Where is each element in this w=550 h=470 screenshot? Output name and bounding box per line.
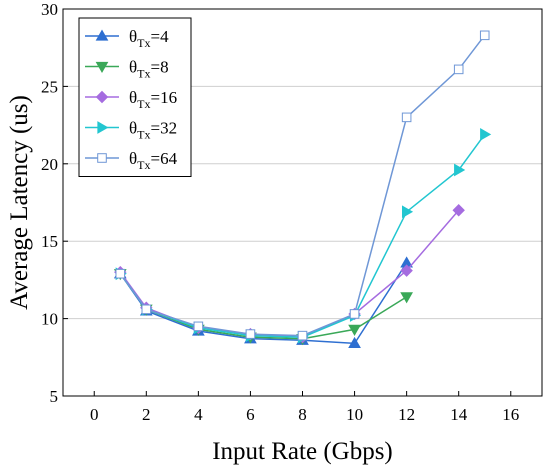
x-tick-label: 2 <box>142 405 151 424</box>
legend-value: =32 <box>151 119 178 138</box>
x-tick-label: 16 <box>502 405 519 424</box>
y-tick-label: 20 <box>41 155 58 174</box>
series-line-4 <box>119 262 408 345</box>
data-point-64 <box>453 64 464 75</box>
data-point-32 <box>402 205 414 219</box>
x-tick-label: 0 <box>90 405 99 424</box>
y-tick-label: 30 <box>41 0 58 19</box>
legend-subscript: Tx <box>137 128 150 142</box>
series-layer <box>113 30 492 348</box>
legend-label-64: θTx=64 <box>129 149 178 172</box>
data-point-64 <box>349 309 360 319</box>
legend-label-4: θTx=4 <box>129 27 169 50</box>
data-point-64 <box>479 30 490 41</box>
x-axis-label: Input Rate (Gbps) <box>212 438 393 465</box>
legend-subscript: Tx <box>137 36 150 50</box>
data-point-32 <box>454 163 466 177</box>
legend-symbol: θ <box>129 149 137 168</box>
data-point-8 <box>348 324 361 336</box>
legend-label-16: θTx=16 <box>129 88 177 111</box>
legend-subscript: Tx <box>137 158 150 172</box>
data-point-4 <box>348 336 361 348</box>
data-point-64 <box>141 304 152 315</box>
data-point-64 <box>297 330 308 341</box>
series-8 <box>113 269 413 346</box>
legend-symbol: θ <box>129 119 137 138</box>
legend-marker-4 <box>95 29 109 41</box>
data-point-64 <box>401 112 412 123</box>
data-point-32 <box>480 128 492 141</box>
x-tick-label: 12 <box>398 405 415 424</box>
data-point-8 <box>400 292 413 304</box>
legend-label-32: θTx=32 <box>129 119 177 142</box>
legend-symbol: θ <box>129 58 137 77</box>
legend-marker-16 <box>95 90 109 104</box>
legend-label-8: θTx=8 <box>129 58 169 81</box>
x-tick-label: 10 <box>346 405 363 424</box>
data-point-64 <box>115 268 126 279</box>
legend-value: =16 <box>151 88 178 107</box>
data-point-16 <box>400 264 413 277</box>
legend-marker-64 <box>97 153 107 163</box>
axis-ticks: 5 10 15 20 25 30 0 2 4 6 8 10 12 14 16 <box>41 0 519 424</box>
legend-value: =4 <box>151 27 170 46</box>
x-tick-label: 6 <box>246 405 255 424</box>
legend-subscript: Tx <box>137 97 150 111</box>
x-tick-label: 8 <box>298 405 307 424</box>
legend-marker-32 <box>97 121 109 134</box>
data-point-64 <box>193 321 204 332</box>
y-tick-label: 25 <box>41 77 58 96</box>
legend-value: =64 <box>151 149 178 168</box>
legend-subscript: Tx <box>137 67 150 81</box>
data-point-64 <box>245 329 256 339</box>
series-16 <box>114 204 465 344</box>
series-64 <box>115 30 490 341</box>
y-tick-label: 10 <box>41 310 58 329</box>
x-tick-label: 14 <box>450 405 468 424</box>
legend-value: =8 <box>151 58 169 77</box>
legend-symbol: θ <box>129 27 137 46</box>
legend-symbol: θ <box>129 88 137 107</box>
y-tick-label: 15 <box>41 232 58 251</box>
legend-marker-8 <box>95 61 109 74</box>
x-tick-label: 4 <box>194 405 203 424</box>
data-point-16 <box>452 204 465 217</box>
y-tick-label: 5 <box>50 387 59 406</box>
y-axis-label: Average Latency (us) <box>6 95 33 310</box>
